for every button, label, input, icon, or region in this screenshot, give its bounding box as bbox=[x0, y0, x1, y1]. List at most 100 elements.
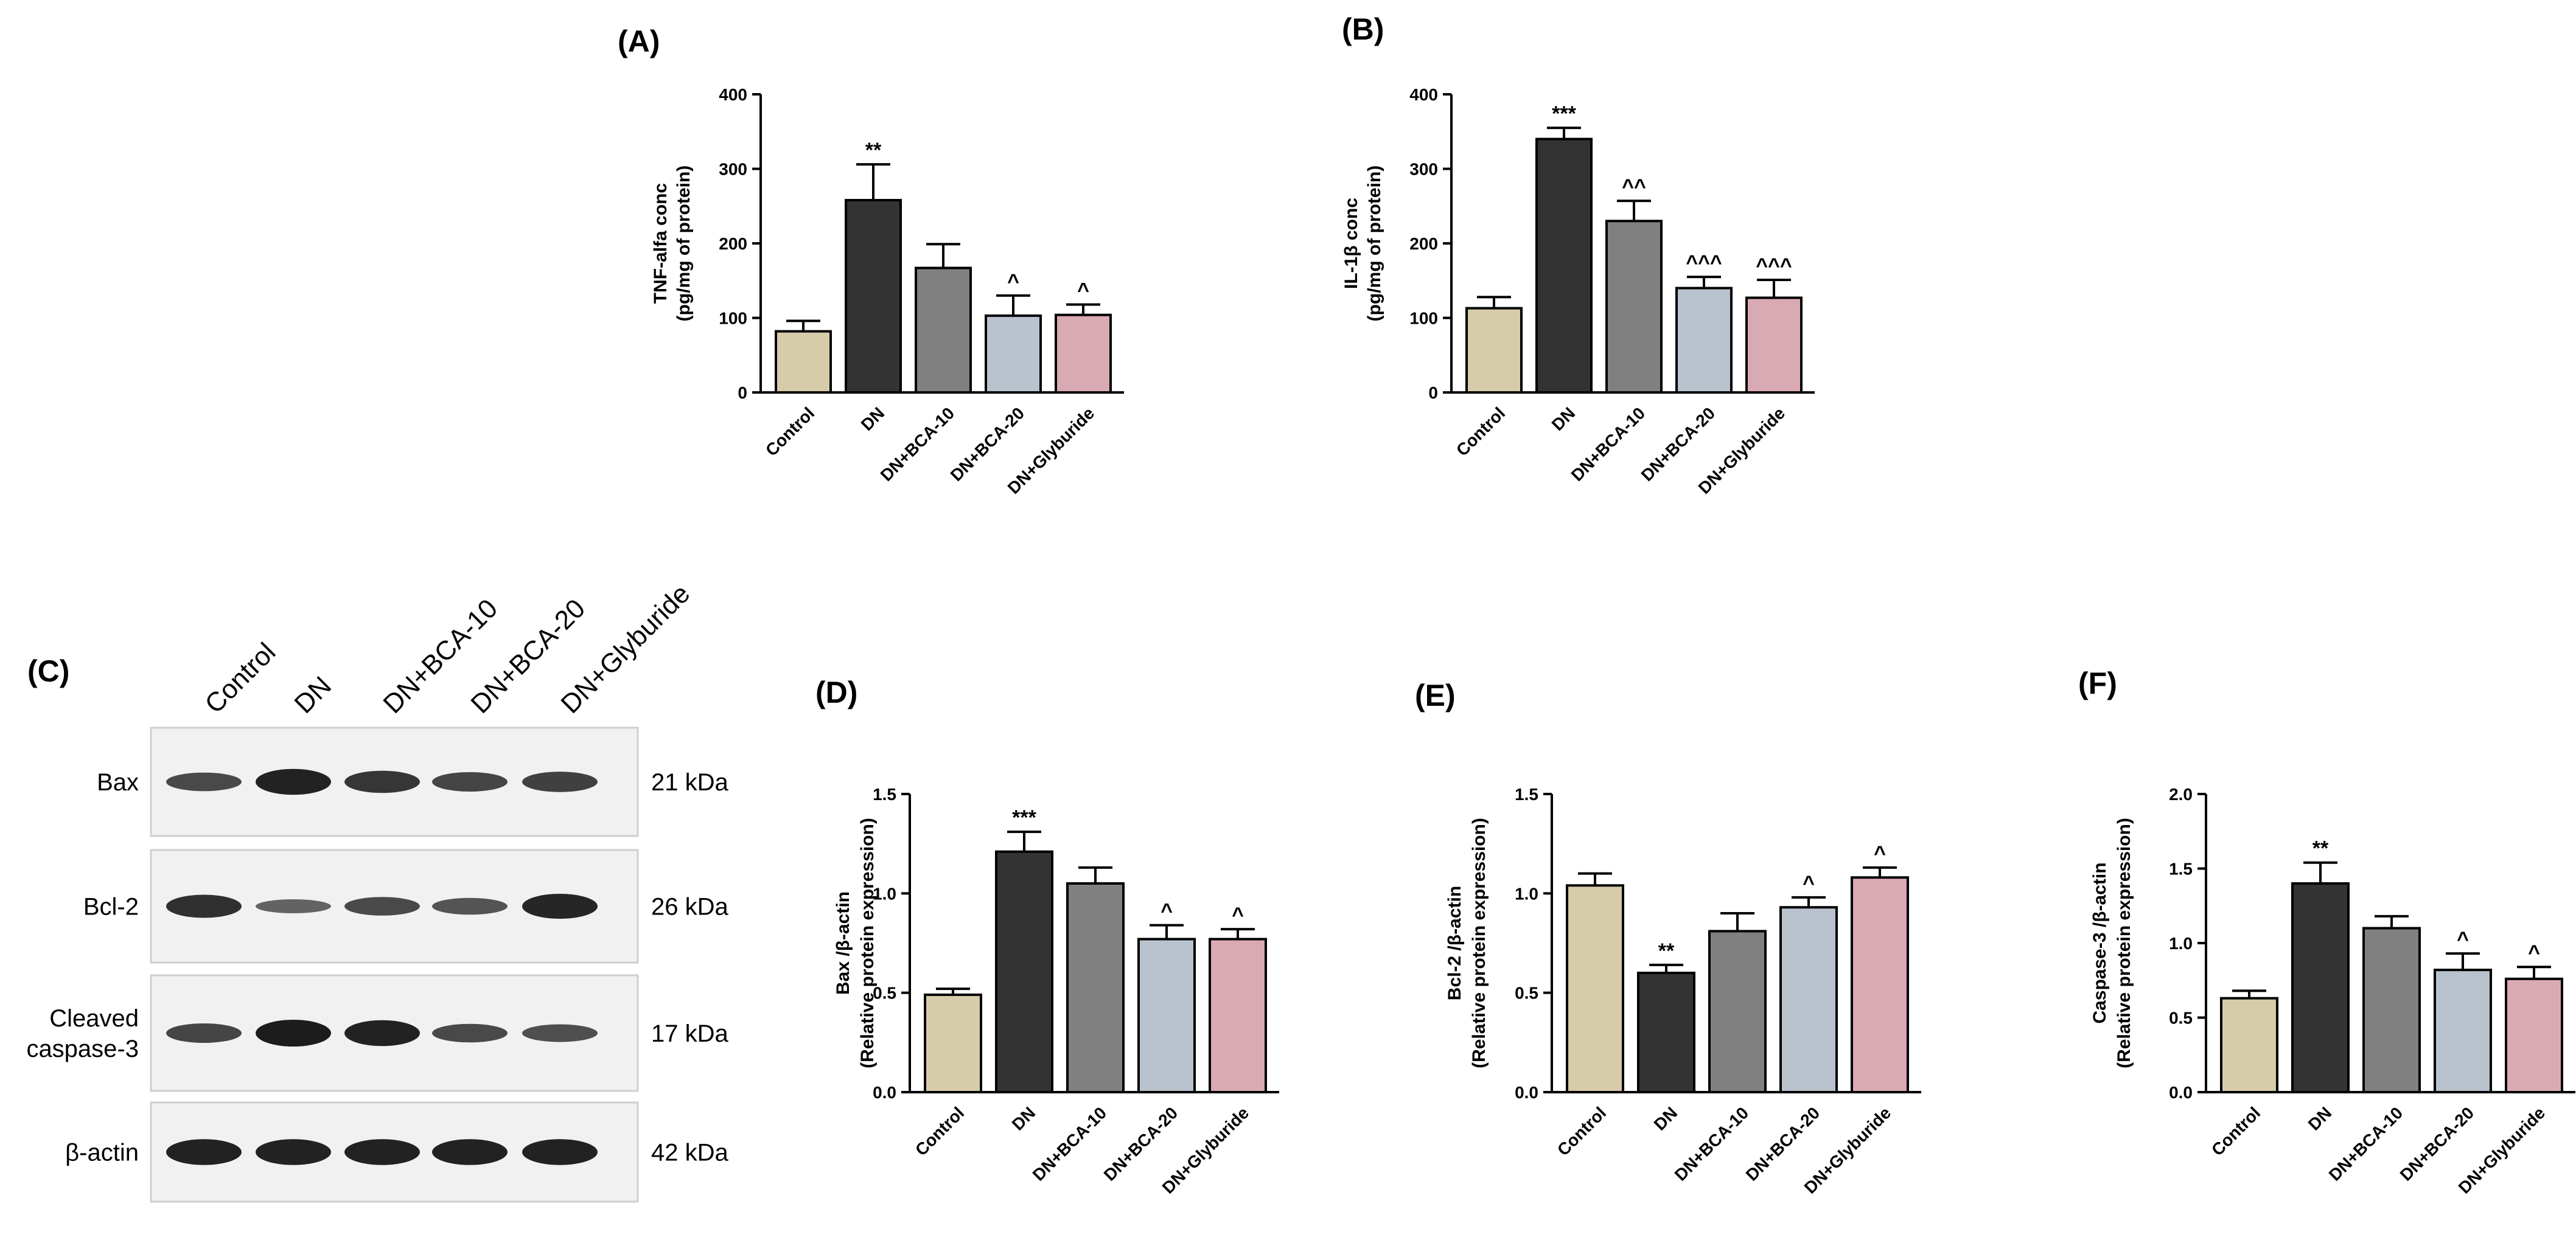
x-tick-label: DN bbox=[857, 403, 888, 434]
y-tick-label: 1.5 bbox=[1515, 785, 1538, 804]
protein-label: Bcl-2 bbox=[83, 894, 139, 921]
significance-label: *** bbox=[1552, 102, 1576, 125]
y-tick-label: 100 bbox=[719, 309, 747, 328]
blot-band bbox=[166, 1023, 242, 1043]
blot-row: β-actin 42 kDa bbox=[65, 1101, 728, 1203]
bar bbox=[985, 314, 1042, 394]
x-tick-label: DN+BCA-20 bbox=[2396, 1103, 2478, 1185]
bar bbox=[1745, 296, 1803, 394]
y-tick-label: 300 bbox=[1409, 160, 1438, 179]
x-tick-label: DN+BCA-10 bbox=[1568, 403, 1649, 485]
significance-label: *** bbox=[1012, 806, 1036, 829]
y-axis-label: Bcl-2 /β-actin bbox=[1445, 886, 1465, 1000]
bar bbox=[775, 330, 832, 394]
y-tick-label: 0.0 bbox=[2169, 1083, 2193, 1102]
bar bbox=[915, 266, 972, 394]
significance-label: ** bbox=[865, 139, 882, 162]
bar bbox=[1137, 938, 1196, 1094]
bar bbox=[1055, 313, 1112, 394]
bar bbox=[995, 850, 1053, 1093]
x-tick-label: Control bbox=[1453, 403, 1509, 459]
significance-label: ^ bbox=[1803, 872, 1815, 895]
y-tick-label: 1.0 bbox=[2169, 934, 2193, 953]
blot-band bbox=[344, 897, 420, 916]
bar bbox=[2220, 997, 2278, 1094]
y-tick-label: 0.5 bbox=[2169, 1009, 2193, 1028]
bar bbox=[1605, 220, 1663, 394]
y-tick-label: 2.0 bbox=[2169, 785, 2193, 804]
x-tick-label: DN+BCA-10 bbox=[2325, 1103, 2407, 1185]
blot-band bbox=[166, 894, 242, 918]
panel-letter: (F) bbox=[2078, 666, 2117, 700]
blot-row: Cleaved caspase-3 17 kDa bbox=[26, 974, 728, 1092]
significance-label: ^ bbox=[1232, 904, 1244, 927]
x-tick-label: DN bbox=[2305, 1103, 2336, 1134]
significance-label: ** bbox=[1658, 939, 1675, 963]
y-tick-label: 0.5 bbox=[873, 984, 896, 1003]
blot-band bbox=[256, 1139, 331, 1165]
blot-band bbox=[522, 894, 598, 919]
bar bbox=[1708, 930, 1767, 1094]
blot-row: Bax 21 kDa bbox=[97, 726, 728, 837]
blot-band bbox=[344, 1020, 420, 1047]
molecular-weight-label: 26 kDa bbox=[651, 894, 728, 921]
panel-letter: (E) bbox=[1415, 678, 1456, 712]
significance-label: ^ bbox=[2457, 928, 2469, 951]
significance-label: ^ bbox=[1077, 279, 1089, 302]
blot-band bbox=[344, 770, 420, 793]
significance-label: ^ bbox=[1007, 270, 1019, 293]
molecular-weight-label: 42 kDa bbox=[651, 1140, 728, 1166]
y-axis-label: (pg/mg of protein) bbox=[674, 165, 694, 322]
blot-band bbox=[522, 1139, 598, 1165]
panel-letter: (A) bbox=[618, 24, 660, 58]
y-axis-label: Caspase-3 /β-actin bbox=[2090, 862, 2110, 1023]
significance-label: ^^^ bbox=[1756, 254, 1792, 277]
blot-band bbox=[256, 1020, 331, 1047]
blot-band bbox=[432, 1023, 508, 1043]
molecular-weight-label: 17 kDa bbox=[651, 1020, 728, 1047]
y-tick-label: 0.0 bbox=[873, 1083, 896, 1102]
significance-label: ** bbox=[2312, 837, 2329, 860]
western-blot: (C) Control DN DN+BCA-10DN+BCA-20DN+Glyburi… bbox=[26, 579, 728, 1203]
protein-label: β-actin bbox=[65, 1140, 139, 1166]
x-tick-label: DN+BCA-10 bbox=[1671, 1103, 1753, 1185]
y-tick-label: 1.0 bbox=[1515, 884, 1538, 903]
blot-band bbox=[522, 1024, 598, 1042]
y-axis-label: (Relative protein expression) bbox=[1469, 818, 1489, 1068]
significance-label: ^^^ bbox=[1686, 251, 1722, 274]
panel-letter: (B) bbox=[1342, 12, 1384, 46]
y-tick-label: 1.0 bbox=[873, 884, 896, 903]
lane-label: DN bbox=[288, 671, 337, 719]
significance-label: ^ bbox=[1161, 900, 1173, 923]
x-tick-label: DN+BCA-10 bbox=[1029, 1103, 1111, 1185]
y-tick-label: 1.5 bbox=[873, 785, 896, 804]
blot-band bbox=[432, 1139, 508, 1165]
x-tick-label: Control bbox=[1554, 1103, 1610, 1159]
y-axis-label: (pg/mg of protein) bbox=[1364, 165, 1384, 322]
bar-chart-2: (D) Bax /β-actin (Relative protein express… bbox=[815, 675, 1279, 1197]
y-tick-label: 0 bbox=[1428, 383, 1438, 402]
blot-band bbox=[256, 768, 331, 795]
y-tick-label: 200 bbox=[1409, 234, 1438, 253]
x-tick-label: DN bbox=[1008, 1103, 1039, 1134]
y-tick-label: 0.5 bbox=[1515, 984, 1538, 1003]
y-tick-label: 200 bbox=[719, 234, 747, 253]
blot-band bbox=[166, 1139, 242, 1165]
bar bbox=[1675, 287, 1733, 394]
blot-band bbox=[344, 1139, 420, 1165]
bar bbox=[1465, 307, 1523, 394]
blot-band bbox=[432, 772, 508, 792]
x-tick-label: Control bbox=[912, 1103, 968, 1159]
bar bbox=[1566, 884, 1624, 1094]
bar bbox=[1779, 906, 1838, 1093]
y-tick-label: 100 bbox=[1409, 309, 1438, 328]
panel-letter: (C) bbox=[27, 654, 69, 688]
x-tick-label: Control bbox=[762, 403, 818, 459]
protein-label: Cleaved bbox=[49, 1005, 139, 1032]
blot-band bbox=[522, 772, 598, 792]
y-tick-label: 0.0 bbox=[1515, 1083, 1538, 1102]
blot-band bbox=[432, 897, 508, 915]
y-tick-label: 1.5 bbox=[2169, 860, 2193, 879]
panel-letter: (D) bbox=[815, 675, 857, 709]
